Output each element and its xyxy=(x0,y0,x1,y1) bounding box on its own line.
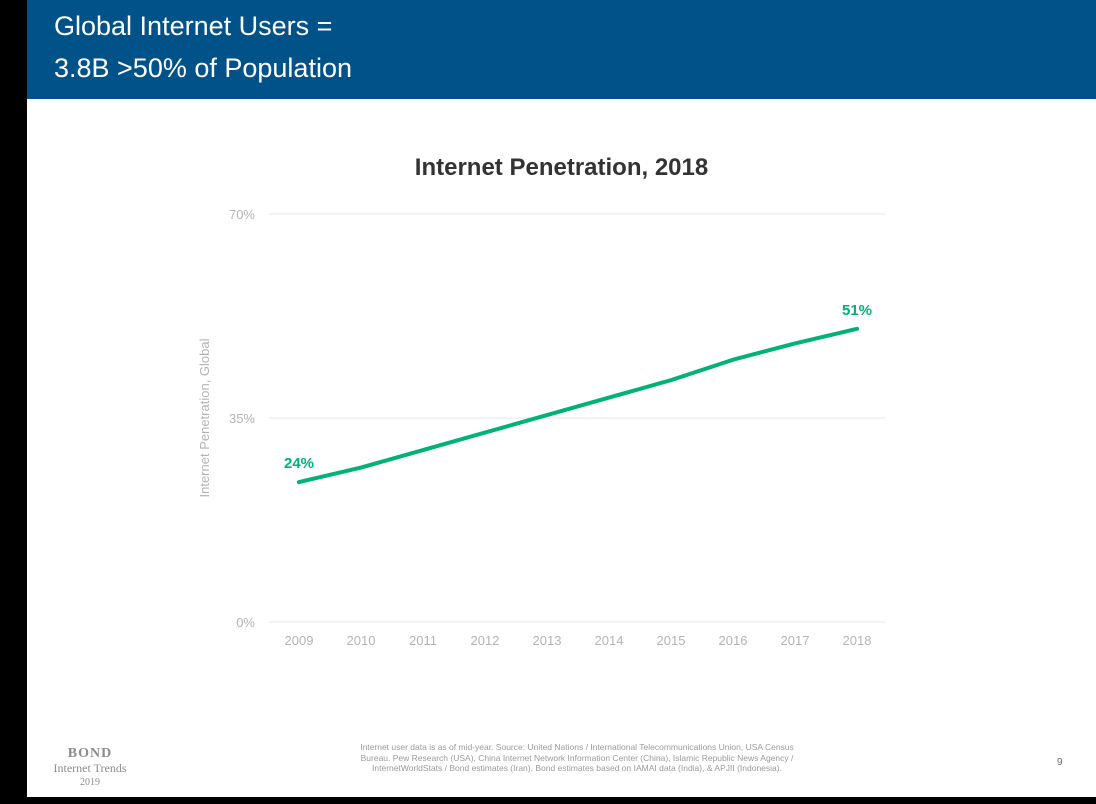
footnote-line2: Bureau. Pew Research (USA), China Intern… xyxy=(360,752,794,763)
footnote-line1: Internet user data is as of mid-year. So… xyxy=(360,742,794,752)
logo-bond: BOND xyxy=(67,746,113,761)
bond-logo: BOND Internet Trends 2019 xyxy=(35,746,145,789)
x-tick-label: 2018 xyxy=(843,633,872,648)
x-tick-label: 2010 xyxy=(347,633,376,648)
x-tick-label: 2017 xyxy=(781,633,810,648)
footnote-line3: InternetWorldStats / Bond estimates (Ira… xyxy=(372,763,782,773)
data-label: 24% xyxy=(284,455,314,472)
slide: Global Internet Users = 3.8B >50% of Pop… xyxy=(27,0,1096,797)
logo-year: 2019 xyxy=(80,777,100,788)
y-tick-label: 70% xyxy=(229,207,255,222)
source-footnote: Internet user data is as of mid-year. So… xyxy=(277,742,877,774)
line-chart: 0% 35% 70% 2009 2010 2011 2012 2013 2014 2015 2016… xyxy=(197,207,885,648)
header-banner: Global Internet Users = 3.8B >50% of Pop… xyxy=(27,0,1096,99)
x-tick-label: 2011 xyxy=(409,633,437,648)
x-tick-label: 2014 xyxy=(595,633,624,648)
x-tick-label: 2016 xyxy=(719,633,748,648)
series-line xyxy=(297,326,859,485)
x-tick-label: 2015 xyxy=(657,633,686,648)
y-axis-label: Internet Penetration, Global xyxy=(197,338,212,497)
y-tick-label: 35% xyxy=(229,411,255,426)
x-tick-label: 2009 xyxy=(285,633,314,648)
slide-title-line1: Global Internet Users = xyxy=(54,11,333,41)
page-number: 9 xyxy=(1057,757,1063,768)
logo-internet-trends: Internet Trends xyxy=(53,761,127,775)
slide-title-line2: 3.8B >50% of Population xyxy=(54,53,352,83)
x-tick-label: 2013 xyxy=(533,633,562,648)
x-tick-label: 2012 xyxy=(471,633,500,648)
y-tick-label: 0% xyxy=(236,615,255,630)
data-label: 51% xyxy=(842,302,872,319)
chart-title: Internet Penetration, 2018 xyxy=(414,154,709,181)
